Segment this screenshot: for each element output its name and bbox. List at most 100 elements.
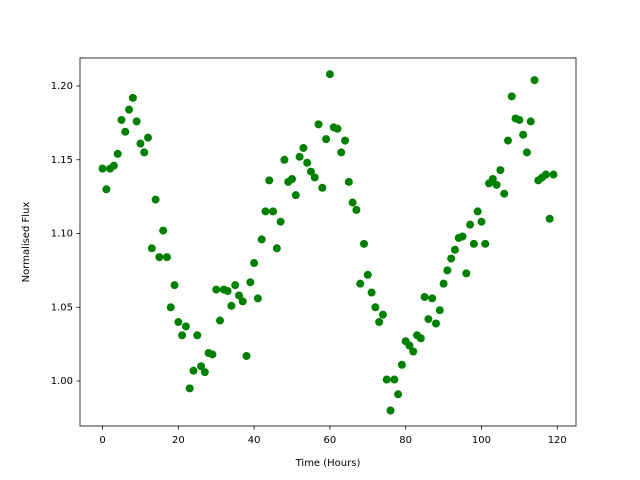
point: [375, 318, 384, 327]
point: [341, 136, 350, 145]
point: [466, 220, 475, 229]
point: [238, 297, 247, 306]
x-tick-label: 60: [324, 435, 337, 446]
point: [469, 239, 478, 248]
point: [522, 148, 531, 157]
point: [386, 406, 395, 415]
point: [363, 270, 372, 279]
point: [170, 281, 179, 290]
point: [265, 176, 274, 185]
point: [98, 164, 107, 173]
point: [394, 390, 403, 399]
point: [428, 294, 437, 303]
point: [477, 217, 486, 226]
point: [280, 155, 289, 164]
y-tick-label: 1.10: [51, 229, 73, 240]
point: [151, 195, 160, 204]
point: [337, 148, 346, 157]
point: [269, 207, 278, 216]
point: [288, 174, 297, 183]
point: [109, 161, 118, 170]
point: [450, 245, 459, 254]
point: [481, 239, 490, 248]
point: [102, 185, 111, 194]
point: [208, 350, 217, 359]
x-tick-label: 120: [548, 435, 567, 446]
point: [166, 303, 175, 312]
point: [435, 306, 444, 315]
point: [367, 288, 376, 297]
point: [405, 341, 414, 350]
point: [212, 285, 221, 294]
point: [496, 166, 505, 175]
point: [113, 149, 122, 158]
x-axis-label: Time (Hours): [295, 458, 361, 469]
point: [250, 259, 259, 268]
point: [443, 266, 452, 275]
point: [314, 120, 323, 129]
point: [231, 281, 240, 290]
point: [416, 334, 425, 343]
point: [431, 319, 440, 328]
point: [189, 366, 198, 375]
point: [272, 244, 281, 253]
point: [299, 143, 308, 152]
point: [382, 375, 391, 384]
point: [178, 331, 187, 340]
y-tick-label: 1.20: [51, 81, 73, 92]
x-tick-label: 20: [172, 435, 185, 446]
point: [507, 92, 516, 101]
point: [246, 278, 255, 287]
point: [503, 136, 512, 145]
point: [549, 170, 558, 179]
point: [185, 384, 194, 393]
point: [147, 244, 156, 253]
point: [291, 191, 300, 200]
point: [439, 279, 448, 288]
point: [371, 303, 380, 312]
point: [424, 315, 433, 324]
point: [125, 105, 134, 114]
point: [356, 279, 365, 288]
point: [545, 214, 554, 223]
point: [359, 239, 368, 248]
point: [519, 130, 528, 139]
x-tick-label: 80: [399, 435, 412, 446]
point: [352, 205, 361, 214]
y-axis-label: Normalised Flux: [21, 202, 32, 283]
point: [344, 177, 353, 186]
y-tick-label: 1.15: [51, 155, 73, 166]
point: [390, 375, 399, 384]
point: [136, 139, 145, 148]
x-tick-label: 40: [248, 435, 261, 446]
point: [473, 207, 482, 216]
point: [242, 351, 251, 360]
point: [447, 254, 456, 263]
point: [193, 331, 202, 340]
point: [223, 287, 232, 296]
point: [216, 316, 225, 325]
point: [488, 174, 497, 183]
point: [257, 235, 266, 244]
point: [303, 158, 312, 167]
point: [159, 226, 168, 235]
y-tick-label: 1.05: [51, 302, 73, 313]
point: [140, 148, 149, 157]
point: [409, 347, 418, 356]
point: [397, 360, 406, 369]
point: [155, 253, 164, 262]
point: [462, 269, 471, 278]
point: [348, 198, 357, 207]
point: [200, 368, 209, 377]
point: [322, 135, 331, 144]
point: [197, 362, 206, 371]
point: [128, 93, 137, 102]
point: [144, 133, 153, 142]
point: [253, 294, 262, 303]
point: [515, 115, 524, 124]
point: [181, 322, 190, 331]
point: [492, 180, 501, 189]
plot-frame: [79, 57, 577, 427]
point: [295, 152, 304, 161]
